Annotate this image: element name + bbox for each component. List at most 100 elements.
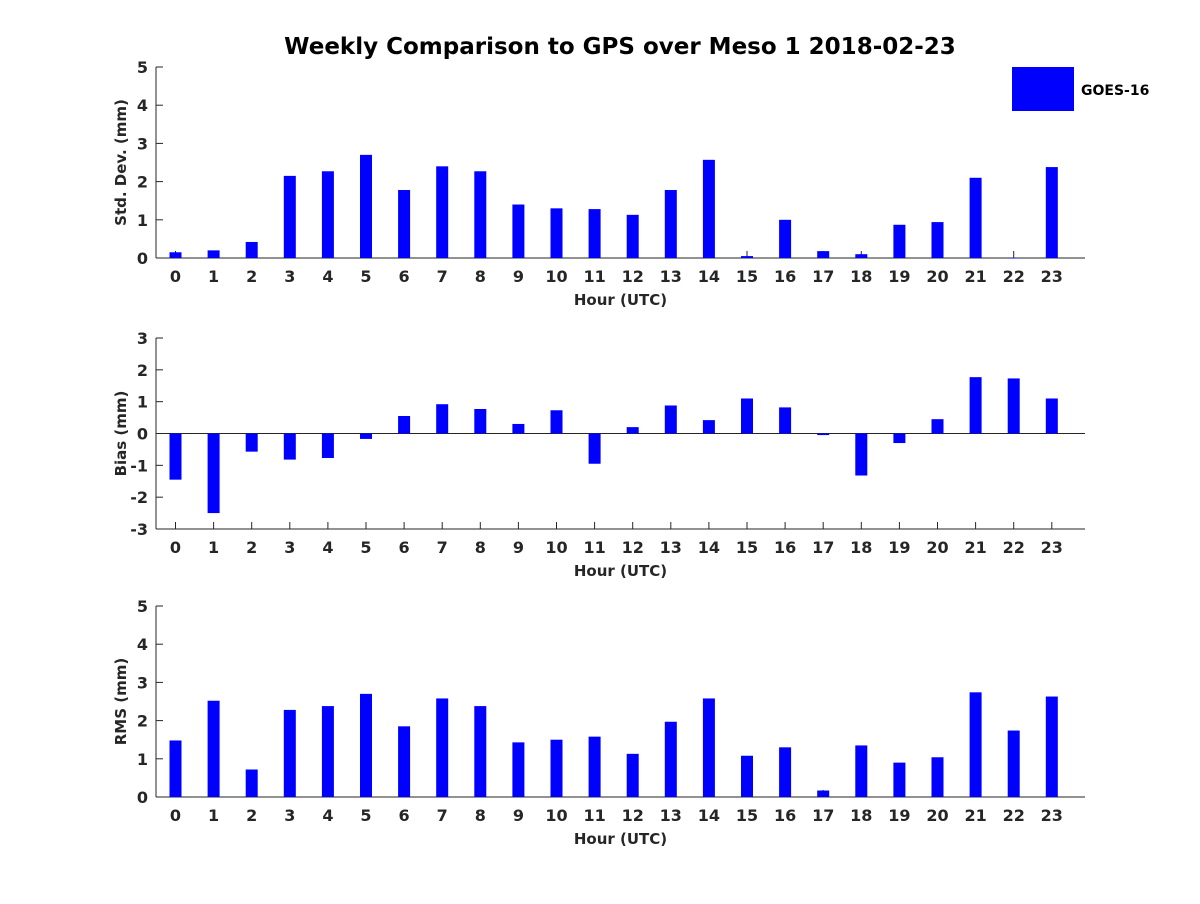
bar-std-dev-3	[283, 175, 296, 258]
bar-rms-12	[626, 753, 639, 797]
bar-std-dev-17	[817, 251, 830, 258]
y-tick-label: 4	[137, 635, 148, 654]
bar-bias-2	[245, 433, 258, 452]
bar-rms-22	[1007, 730, 1020, 797]
bar-std-dev-12	[626, 214, 639, 258]
x-tick-label: 4	[322, 806, 333, 825]
x-tick-label: 10	[545, 538, 567, 557]
bar-std-dev-9	[512, 204, 525, 258]
y-tick-label: 1	[137, 211, 148, 230]
x-tick-label: 0	[170, 806, 181, 825]
figure-title: Weekly Comparison to GPS over Meso 1 201…	[284, 34, 956, 60]
x-tick-label: 1	[208, 267, 219, 286]
x-tick-label: 12	[622, 267, 644, 286]
x-axis-label: Hour (UTC)	[574, 830, 667, 848]
bar-bias-21	[969, 377, 982, 434]
y-tick-label: 2	[137, 173, 148, 192]
bar-std-dev-19	[893, 224, 906, 258]
legend: GOES-16	[1012, 67, 1149, 111]
bar-bias-9	[512, 423, 525, 434]
x-tick-label: 8	[475, 806, 486, 825]
x-tick-label: 20	[926, 806, 948, 825]
y-tick-label: 3	[137, 134, 148, 153]
bar-std-dev-20	[931, 222, 944, 258]
bar-bias-10	[550, 410, 563, 434]
x-tick-label: 17	[812, 538, 834, 557]
bar-bias-11	[588, 433, 601, 464]
x-tick-label: 22	[1003, 267, 1025, 286]
bar-bias-4	[321, 433, 334, 459]
bar-std-dev-1	[207, 250, 220, 258]
x-tick-label: 8	[475, 538, 486, 557]
y-tick-label: -3	[130, 520, 148, 539]
x-tick-label: 21	[964, 267, 986, 286]
x-tick-label: 17	[812, 806, 834, 825]
bar-rms-20	[931, 757, 944, 797]
x-tick-label: 21	[964, 806, 986, 825]
bar-rms-1	[207, 700, 220, 797]
x-tick-label: 13	[660, 806, 682, 825]
x-tick-label: 5	[360, 267, 371, 286]
bar-std-dev-2	[245, 241, 258, 258]
x-tick-label: 7	[437, 538, 448, 557]
bar-std-dev-21	[969, 177, 982, 258]
bar-std-dev-7	[436, 166, 449, 258]
x-tick-label: 4	[322, 267, 333, 286]
x-tick-label: 15	[736, 806, 758, 825]
x-tick-label: 0	[170, 267, 181, 286]
x-tick-label: 20	[926, 538, 948, 557]
x-tick-label: 13	[660, 538, 682, 557]
y-tick-label: 1	[137, 750, 148, 769]
y-tick-label: 0	[137, 425, 148, 444]
y-tick-label: 3	[137, 329, 148, 348]
x-tick-label: 13	[660, 267, 682, 286]
bar-std-dev-0	[169, 252, 182, 258]
x-tick-label: 9	[513, 806, 524, 825]
x-tick-label: 6	[399, 538, 410, 557]
x-tick-label: 16	[774, 538, 796, 557]
bar-rms-18	[855, 745, 868, 797]
y-axis-label: Std. Dev. (mm)	[112, 99, 130, 226]
x-tick-label: 23	[1041, 538, 1063, 557]
x-tick-label: 2	[246, 538, 257, 557]
x-tick-label: 12	[622, 806, 644, 825]
bar-bias-5	[360, 433, 372, 439]
x-tick-label: 15	[736, 538, 758, 557]
y-tick-label: 5	[137, 597, 148, 616]
bar-std-dev-4	[321, 171, 334, 258]
bar-bias-6	[398, 415, 411, 434]
x-tick-label: 19	[888, 538, 910, 557]
bar-rms-16	[779, 747, 792, 797]
x-tick-label: 7	[437, 267, 448, 286]
bar-rms-7	[436, 698, 449, 797]
bar-std-dev-14	[702, 159, 715, 258]
x-tick-label: 18	[850, 267, 872, 286]
bar-bias-20	[931, 419, 944, 434]
bar-rms-11	[588, 736, 601, 797]
x-tick-label: 9	[513, 267, 524, 286]
bar-rms-19	[893, 762, 906, 797]
bar-bias-22	[1007, 378, 1020, 434]
bar-rms-21	[969, 692, 982, 797]
bar-std-dev-15	[741, 256, 753, 258]
x-tick-label: 14	[698, 806, 720, 825]
bar-bias-0	[169, 433, 182, 480]
x-tick-label: 3	[284, 538, 295, 557]
bar-rms-17	[817, 790, 830, 797]
x-tick-label: 12	[622, 538, 644, 557]
x-tick-label: 1	[208, 806, 219, 825]
bar-std-dev-23	[1045, 167, 1058, 258]
x-tick-label: 19	[888, 267, 910, 286]
bar-bias-18	[855, 433, 868, 476]
bar-std-dev-22	[1007, 258, 1020, 259]
x-tick-label: 5	[360, 538, 371, 557]
bar-rms-3	[283, 709, 296, 797]
x-axis-label: Hour (UTC)	[574, 562, 667, 580]
x-tick-label: 22	[1003, 538, 1025, 557]
x-tick-label: 1	[208, 538, 219, 557]
x-tick-label: 17	[812, 267, 834, 286]
x-tick-label: 2	[246, 267, 257, 286]
bar-rms-2	[245, 769, 258, 797]
